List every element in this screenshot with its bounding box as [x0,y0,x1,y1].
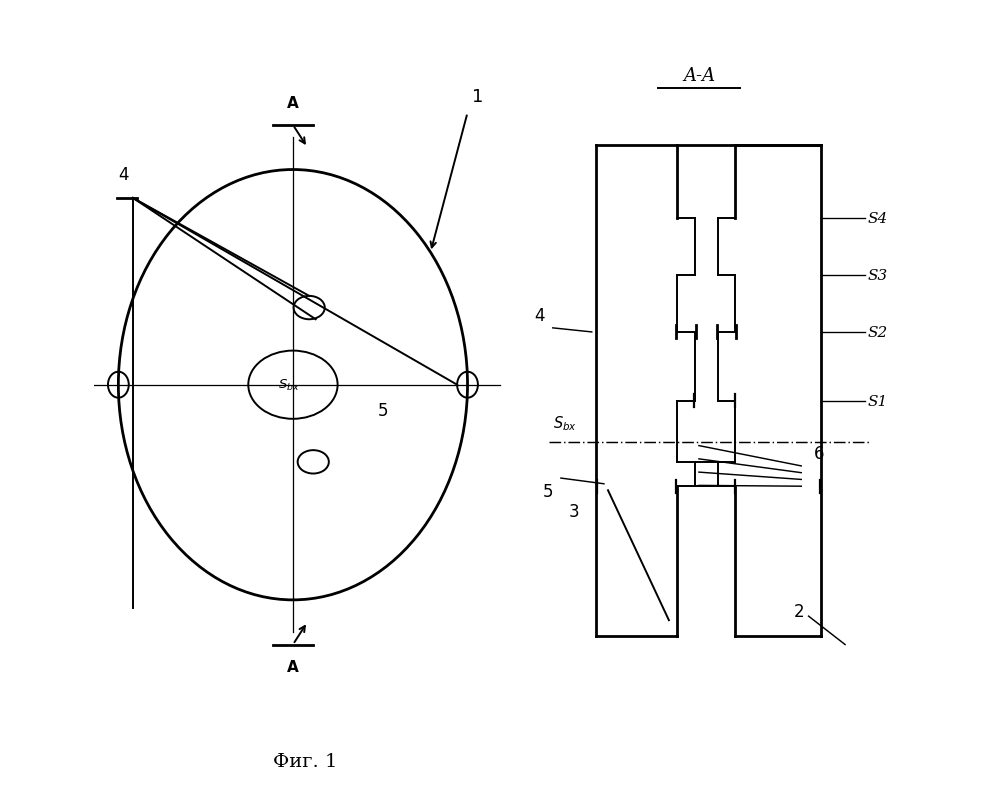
Text: 4: 4 [534,307,545,324]
Text: 2: 2 [794,603,804,620]
Text: S1: S1 [868,394,888,409]
Text: S2: S2 [868,325,888,340]
Text: S4: S4 [868,212,888,226]
Text: A: A [287,97,299,111]
Text: A-A: A-A [683,67,715,85]
Text: $S_{bx}$: $S_{bx}$ [553,414,577,432]
Text: 5: 5 [378,401,389,419]
Text: 6: 6 [813,444,824,462]
Text: S3: S3 [868,268,888,283]
Text: A: A [287,659,299,674]
Text: $S_{bx}$: $S_{bx}$ [278,378,300,393]
Text: 3: 3 [569,503,580,521]
Text: 1: 1 [472,88,483,105]
Text: Фиг. 1: Фиг. 1 [273,753,337,770]
Text: 5: 5 [542,483,553,500]
Text: 4: 4 [118,166,129,184]
